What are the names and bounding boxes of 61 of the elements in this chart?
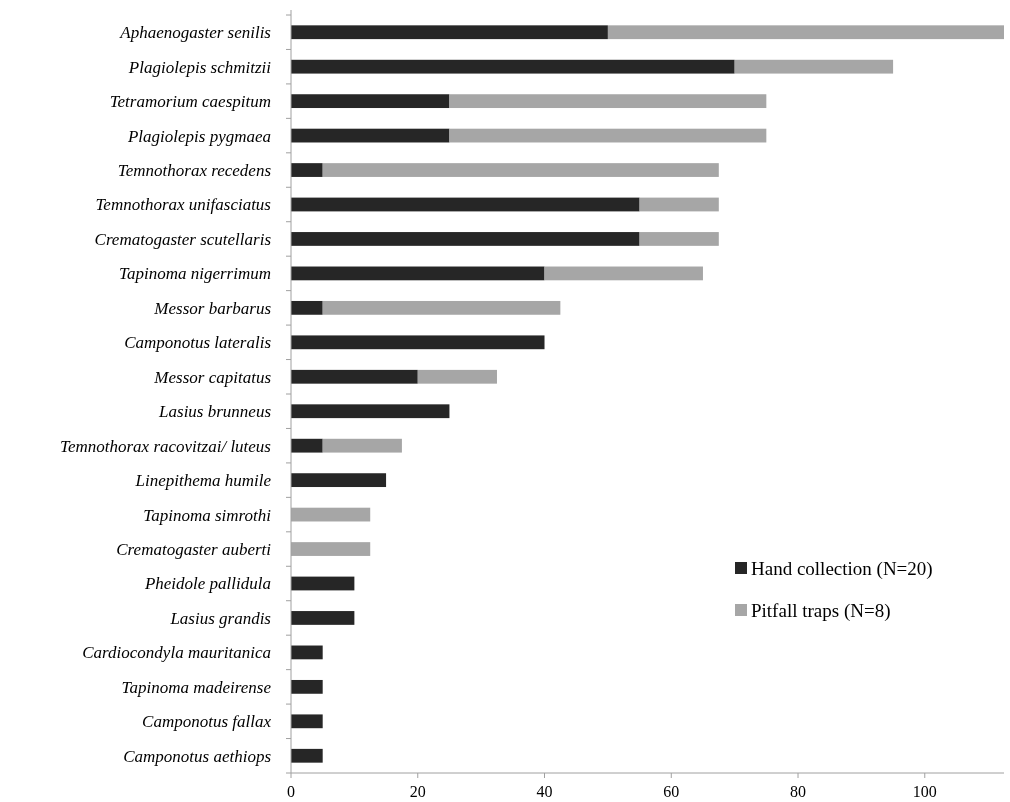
y-tick-label: Plagiolepis pygmaea bbox=[126, 126, 271, 146]
legend-label: Hand collection (N=20) bbox=[751, 557, 933, 580]
y-tick-label: Lasius grandis bbox=[169, 608, 272, 628]
y-tick-label: Tapinoma simrothi bbox=[143, 505, 272, 525]
y-tick-label: Crematogaster scutellaris bbox=[94, 229, 272, 249]
x-tick-label: 20 bbox=[409, 783, 426, 800]
bar bbox=[291, 300, 323, 315]
bar bbox=[291, 404, 450, 419]
bar bbox=[291, 94, 450, 109]
bar bbox=[322, 300, 561, 315]
y-tick-label: Temnothorax recedens bbox=[117, 161, 272, 180]
y-tick-label: Plagiolepis schmitzii bbox=[127, 57, 272, 77]
bar bbox=[291, 714, 323, 729]
y-tick-label: Camponotus fallax bbox=[142, 712, 272, 732]
x-tick-label: 100 bbox=[912, 783, 937, 800]
y-tick-label: Camponotus lateralis bbox=[124, 333, 272, 353]
bar bbox=[291, 369, 418, 384]
y-tick-label: Messor capitatus bbox=[153, 367, 272, 387]
y-tick-label: Temnothorax racovitzai/ luteus bbox=[60, 436, 272, 456]
bar bbox=[734, 59, 894, 74]
bar bbox=[291, 128, 450, 143]
bar bbox=[322, 438, 402, 453]
bar bbox=[291, 59, 735, 74]
bar bbox=[291, 266, 545, 281]
bar bbox=[291, 25, 608, 40]
y-tick-label: Messor barbarus bbox=[153, 298, 272, 318]
bar bbox=[322, 163, 719, 177]
bar bbox=[291, 438, 323, 453]
bar bbox=[291, 611, 355, 625]
bar bbox=[291, 679, 323, 694]
legend-label: Pitfall traps (N=8) bbox=[751, 599, 891, 622]
bar bbox=[291, 748, 323, 763]
y-tick-label: Pheidole pallidula bbox=[143, 574, 271, 594]
bar bbox=[417, 369, 497, 384]
x-tick-label: 60 bbox=[663, 783, 680, 800]
bar bbox=[291, 645, 323, 660]
x-tick-label: 80 bbox=[790, 783, 807, 800]
bar bbox=[544, 266, 703, 281]
y-tick-label: Crematogaster auberti bbox=[116, 540, 272, 559]
y-tick-label: Lasius brunneus bbox=[158, 402, 272, 422]
y-tick-label: Tetramorium caespitum bbox=[109, 92, 271, 112]
bar bbox=[291, 232, 640, 246]
bar bbox=[291, 197, 640, 212]
y-tick-label: Camponotus aethiops bbox=[123, 746, 272, 766]
y-tick-label: Tapinoma nigerrimum bbox=[119, 264, 271, 284]
y-tick-label: Linepithema humile bbox=[134, 471, 272, 491]
bar bbox=[639, 232, 719, 246]
bar bbox=[449, 94, 767, 109]
bar bbox=[291, 473, 387, 488]
y-tick-label: Tapinoma madeirense bbox=[121, 677, 272, 697]
x-tick-label: 40 bbox=[536, 783, 553, 800]
bar bbox=[291, 576, 355, 591]
y-tick-label: Aphaenogaster senilis bbox=[119, 23, 272, 43]
bar bbox=[291, 335, 545, 350]
bar bbox=[639, 197, 719, 212]
y-tick-label: Temnothorax unifasciatus bbox=[95, 195, 272, 215]
y-tick-label: Cardiocondyla mauritanica bbox=[82, 643, 271, 663]
x-tick-label: 0 bbox=[287, 783, 295, 800]
bar bbox=[449, 128, 767, 143]
bar bbox=[607, 25, 1004, 40]
bar bbox=[291, 163, 323, 177]
